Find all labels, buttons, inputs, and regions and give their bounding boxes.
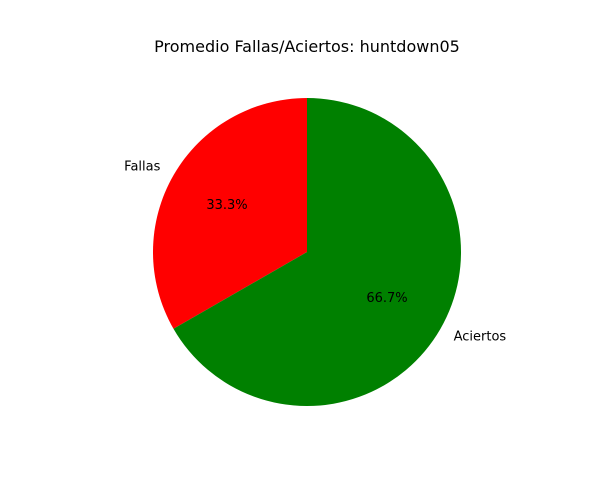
slice-percent-aciertos: 66.7%	[366, 291, 407, 306]
pie-slices	[152, 98, 461, 407]
pie-slice-fallas	[152, 98, 307, 329]
slice-label-fallas: Fallas	[124, 160, 160, 175]
pie-labels: Fallas 33.3% Aciertos 66.7%	[124, 160, 506, 345]
slice-label-aciertos: Aciertos	[454, 329, 507, 344]
chart-title: Promedio Fallas/Aciertos: huntdown05	[154, 37, 460, 56]
slice-percent-fallas: 33.3%	[206, 198, 247, 213]
pie-slice-aciertos	[173, 98, 461, 407]
